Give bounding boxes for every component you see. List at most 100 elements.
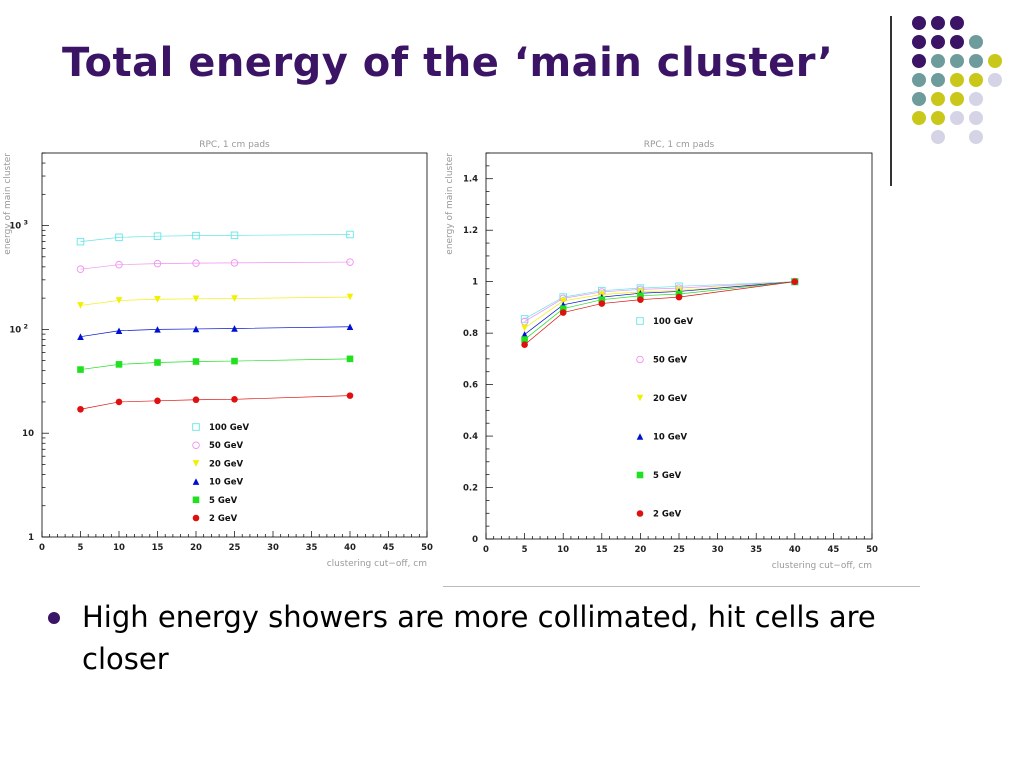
bullet-text: High energy showers are more collimated,… — [82, 600, 876, 676]
decor-dot-3-1 — [931, 73, 945, 87]
legend-label-100-gev: 100 GeV — [209, 423, 249, 433]
bullet-dot-icon — [48, 612, 60, 624]
decor-dot-2-1 — [931, 54, 945, 68]
data-point-10-gev-x5 — [77, 333, 84, 341]
legend-label-50-gev: 50 GeV — [653, 356, 688, 366]
legend-marker-20-gev — [636, 394, 644, 402]
x-tick-label-25: 25 — [229, 543, 241, 553]
x-tick-label-0: 0 — [39, 543, 45, 553]
data-point-5-gev-x10 — [115, 361, 123, 368]
decor-dot-2-4 — [988, 54, 1002, 68]
data-point-10-gev-x25 — [231, 325, 238, 332]
x-tick-label-0: 0 — [483, 545, 489, 555]
data-point-10-gev-x40 — [346, 323, 354, 331]
data-point-10-gev-x5 — [521, 331, 528, 338]
x-tick-label-5: 5 — [522, 545, 528, 555]
legend-label-100-gev: 100 GeV — [653, 317, 693, 327]
x-tick-label-45: 45 — [827, 545, 839, 555]
data-point-20-gev-x5 — [521, 324, 528, 332]
data-point-10-gev-x15 — [154, 326, 161, 333]
data-point-2-gev-x40 — [346, 392, 354, 399]
x-tick-label-50: 50 — [866, 545, 878, 555]
chart-title: RPC, 1 cm pads — [199, 140, 270, 150]
data-point-5-gev-x10 — [559, 305, 567, 312]
decor-dot-4-2 — [950, 92, 964, 106]
x-tick-label-40: 40 — [344, 543, 356, 553]
data-point-20-gev-x10 — [559, 297, 567, 305]
decor-dot-2-0 — [912, 54, 926, 68]
legend-marker-2-gev — [192, 514, 200, 522]
decor-dot-0-0 — [912, 16, 926, 30]
decor-dot-5-0 — [912, 111, 926, 125]
series-line-2-gev — [80, 395, 351, 410]
decor-dot-1-0 — [912, 35, 926, 49]
legend-label-5-gev: 5 GeV — [209, 496, 238, 506]
data-point-5-gev-x20 — [637, 292, 644, 300]
data-point-5-gev-x15 — [598, 296, 606, 303]
x-tick-label-30: 30 — [267, 543, 279, 553]
series-line-100-gev — [80, 234, 351, 242]
decor-dot-1-1 — [931, 35, 945, 49]
legend-label-2-gev: 2 GeV — [209, 514, 238, 524]
y-tick-label-10: 10 — [22, 429, 34, 439]
legend-label-10-gev: 10 GeV — [209, 478, 244, 488]
legend-marker-100-gev — [636, 317, 644, 325]
legend-marker-50-gev — [636, 355, 644, 364]
data-point-5-gev-x25 — [231, 357, 238, 365]
data-point-2-gev-x40 — [791, 278, 799, 285]
data-point-100-gev-x20 — [192, 231, 200, 240]
decor-dot-4-1 — [931, 92, 945, 106]
decor-dot-2-2 — [950, 54, 964, 68]
legend-label-20-gev: 20 GeV — [653, 394, 688, 404]
legend-label-10-gev: 10 GeV — [653, 433, 688, 443]
legend-label-50-gev: 50 GeV — [209, 441, 244, 451]
legend-marker-100-gev — [192, 423, 200, 431]
decor-dot-5-2 — [950, 111, 964, 125]
y-tick-label-10-2: 10 2 — [9, 322, 28, 335]
decor-dot-6-3 — [969, 130, 983, 144]
data-point-50-gev-x20 — [192, 259, 200, 267]
data-point-20-gev-x5 — [77, 302, 84, 309]
data-point-50-gev-x10 — [115, 260, 123, 269]
data-point-50-gev-x40 — [346, 258, 354, 266]
y-tick-label-0-2: 0.2 — [463, 484, 478, 494]
x-tick-label-40: 40 — [789, 545, 801, 555]
absolute-energy-plot: RPC, 1 cm pads clustering cut−off, cm ener… — [3, 140, 433, 569]
legend-marker-5-gev — [636, 471, 644, 479]
y-tick-label-1: 1 — [472, 278, 478, 288]
x-tick-label-20: 20 — [634, 545, 646, 555]
data-point-10-gev-x20 — [192, 325, 200, 333]
series-line-20-gev — [80, 296, 351, 306]
normalized-energy-chart: RPC, 1 cm pads clustering cut−off, cm ener… — [443, 130, 888, 570]
legend-marker-2-gev — [636, 510, 644, 517]
data-point-5-gev-x20 — [192, 358, 200, 365]
series-line-5-gev — [524, 281, 795, 340]
title-divider-vertical — [890, 16, 892, 186]
legend-label-5-gev: 5 GeV — [653, 471, 682, 481]
decor-dot-5-3 — [969, 111, 983, 125]
data-point-50-gev-x25 — [230, 259, 239, 267]
x-tick-label-20: 20 — [190, 543, 202, 553]
data-point-100-gev-x5 — [520, 315, 529, 323]
series-line-2-gev — [524, 281, 795, 345]
data-point-20-gev-x20 — [192, 295, 200, 303]
data-point-5-gev-x15 — [154, 359, 161, 366]
data-point-2-gev-x20 — [192, 396, 200, 404]
data-point-5-gev-x5 — [521, 336, 528, 343]
data-point-2-gev-x10 — [115, 398, 123, 406]
data-point-20-gev-x10 — [115, 297, 123, 304]
data-point-50-gev-x5 — [76, 265, 85, 273]
data-point-2-gev-x25 — [231, 396, 238, 403]
series-line-100-gev — [524, 281, 795, 320]
series-line-10-gev — [80, 326, 351, 338]
y-tick-label-0-8: 0.8 — [463, 329, 478, 339]
data-point-20-gev-x25 — [231, 295, 238, 302]
decor-dot-4-0 — [912, 92, 926, 106]
y-tick-label-0: 0 — [472, 535, 478, 545]
data-point-10-gev-x10 — [115, 327, 123, 335]
y-tick-label-1-4: 1.4 — [463, 175, 478, 185]
legend-label-2-gev: 2 GeV — [653, 510, 682, 520]
data-point-20-gev-x15 — [154, 295, 161, 303]
legend-marker-50-gev — [192, 441, 200, 449]
y-axis-label: energy of main cluster — [445, 153, 455, 255]
